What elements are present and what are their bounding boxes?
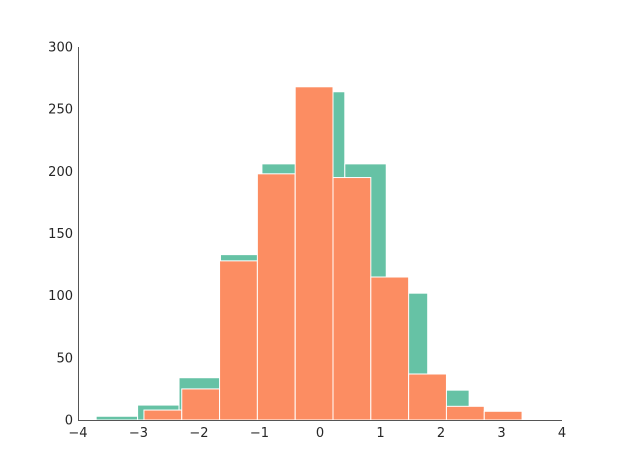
histogram-bar (483, 410, 523, 421)
y-tick-label: 100 (48, 289, 73, 304)
y-tick-label: 200 (48, 165, 73, 180)
y-tick-label: 0 (65, 414, 73, 429)
x-tick-label: 3 (497, 426, 505, 441)
y-tick-label: 250 (48, 103, 73, 118)
histogram-bar (219, 260, 258, 421)
histogram-bar (181, 388, 221, 421)
y-axis-tick-labels: 0 50 100 150 200 250 300 (48, 41, 73, 429)
x-tick-label: 2 (437, 426, 445, 441)
x-tick-label: −2 (189, 426, 208, 441)
bars-layer (95, 86, 523, 421)
x-tick-label: 0 (316, 426, 324, 441)
histogram-bar (95, 415, 139, 421)
x-tick-label: −1 (250, 426, 269, 441)
histogram-bar (294, 86, 334, 421)
histogram-bar (332, 177, 372, 421)
y-tick-label: 150 (48, 227, 73, 242)
histogram-bar (256, 173, 296, 421)
x-tick-label: −3 (129, 426, 148, 441)
y-tick-label: 50 (56, 351, 73, 366)
histogram-bar (370, 276, 410, 421)
histogram-bar (143, 409, 183, 421)
axes-layer (78, 47, 562, 421)
histogram-bar (445, 405, 485, 421)
x-tick-label: −4 (68, 426, 87, 441)
x-tick-label: 4 (558, 426, 566, 441)
histogram-bar (408, 373, 447, 421)
x-axis-tick-labels: −4 −3 −2 −1 0 1 2 3 4 (68, 426, 566, 441)
x-tick-label: 1 (376, 426, 384, 441)
y-tick-label: 300 (48, 41, 73, 56)
histogram-series-2 (143, 86, 523, 421)
